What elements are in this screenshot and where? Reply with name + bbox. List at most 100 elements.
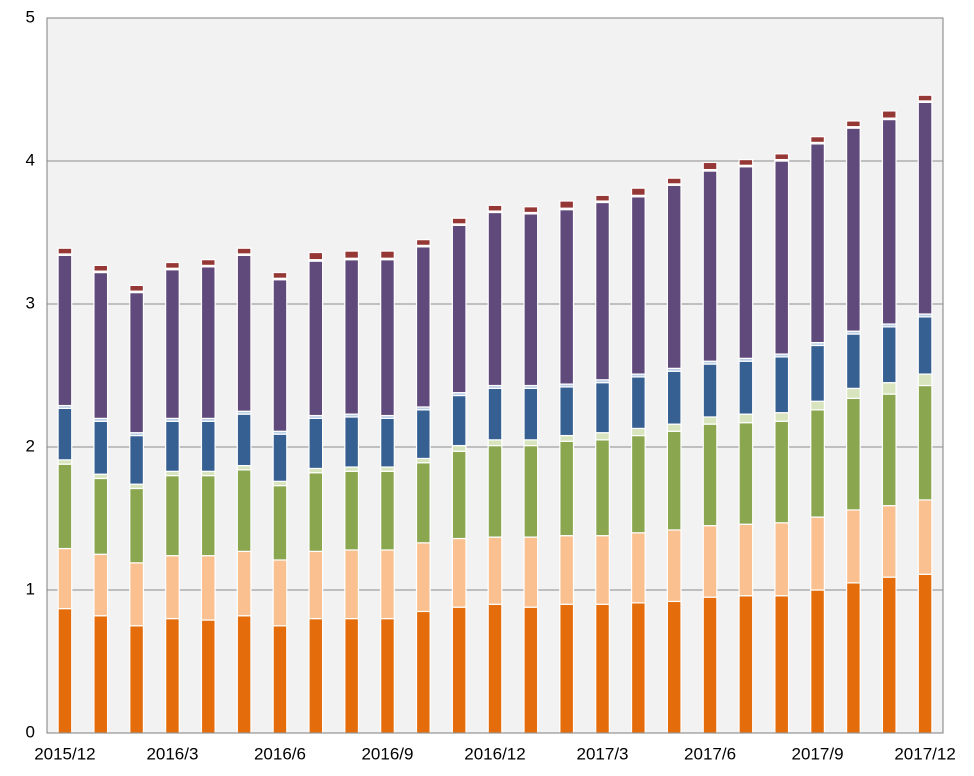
bar-segment — [630, 532, 646, 604]
bar-segment — [93, 553, 109, 617]
bar-segment — [57, 547, 73, 610]
bar-segment — [774, 420, 790, 524]
bar-segment — [810, 516, 825, 591]
bar-segment — [236, 254, 252, 412]
bar-segment — [200, 470, 216, 477]
bar-segment — [881, 576, 897, 734]
bar-segment — [236, 464, 252, 471]
bar-segment — [380, 417, 395, 468]
bar-segment — [380, 250, 395, 259]
bar-segment — [451, 606, 467, 734]
bar-segment — [666, 430, 682, 531]
bar-segment — [917, 384, 933, 501]
bar-segment — [380, 470, 395, 551]
bar-segment — [93, 271, 109, 420]
bar-segment — [845, 127, 861, 332]
bar-segment — [451, 394, 467, 447]
x-tick-label: 2015/12 — [34, 744, 95, 763]
y-tick-label: 2 — [26, 436, 35, 455]
bar-segment — [595, 382, 610, 434]
bar-segment — [344, 470, 360, 551]
bar-segment — [917, 573, 933, 734]
x-tick-label: 2017/9 — [792, 744, 844, 763]
bar-segment — [236, 615, 252, 734]
bar-segment — [810, 136, 825, 144]
bar-segment — [523, 606, 539, 734]
bar-segment — [738, 595, 754, 734]
bar-segment — [129, 434, 145, 485]
bar-segment — [845, 509, 861, 584]
bar-segment — [845, 120, 861, 128]
bar-segment — [165, 475, 180, 557]
bar-segment — [236, 413, 252, 467]
bar-segment — [200, 420, 216, 472]
bar-segment — [917, 499, 933, 575]
bar-segment — [738, 166, 754, 359]
bar-segment — [272, 485, 288, 561]
bar-segment — [845, 397, 861, 511]
bar-segment — [702, 363, 718, 418]
bar-segment — [57, 407, 73, 461]
y-tick-label: 0 — [26, 722, 35, 741]
bar-segment — [308, 417, 324, 470]
bar-segment — [487, 387, 503, 441]
bar-segment — [702, 416, 718, 425]
bar-segment — [666, 423, 682, 432]
bar-segment — [165, 555, 180, 620]
bar-segment — [344, 466, 360, 472]
bar-segment — [415, 462, 431, 544]
bar-segment — [272, 433, 288, 482]
bar-segment — [810, 143, 825, 344]
bar-segment — [308, 251, 324, 261]
bar-segment — [595, 194, 610, 202]
bar-segment — [129, 284, 145, 292]
x-tick-label: 2016/9 — [361, 744, 413, 763]
bar-segment — [702, 525, 718, 598]
bar-segment — [523, 387, 539, 441]
bar-segment — [523, 536, 539, 608]
bar-segment — [487, 536, 503, 605]
bar-segment — [57, 463, 73, 550]
bar-segment — [630, 376, 646, 430]
bar-segment — [415, 542, 431, 613]
bar-segment — [917, 316, 933, 375]
bar-segment — [810, 344, 825, 402]
bar-segment — [630, 434, 646, 534]
bar-segment — [487, 444, 503, 538]
bar-segment — [666, 600, 682, 734]
bar-segment — [559, 440, 575, 537]
bar-segment — [845, 582, 861, 734]
bar-segment — [272, 480, 288, 487]
bar-segment — [666, 370, 682, 425]
bar-segment — [165, 470, 180, 477]
bar-segment — [738, 158, 754, 166]
bar-segment — [523, 213, 539, 387]
bar-segment — [415, 457, 431, 464]
bar-segment — [881, 118, 897, 325]
bar-segment — [559, 386, 575, 437]
bar-segment — [738, 422, 754, 525]
bar-segment — [308, 472, 324, 552]
bar-segment — [308, 260, 324, 417]
bar-segment — [559, 200, 575, 209]
bar-segment — [380, 549, 395, 620]
bar-segment — [272, 559, 288, 627]
bar-segment — [415, 246, 431, 408]
bar-segment — [129, 625, 145, 734]
bar-segment — [272, 279, 288, 432]
bar-segment — [559, 209, 575, 385]
bar-segment — [165, 269, 180, 419]
bar-segment — [487, 603, 503, 734]
bar-segment — [57, 459, 73, 465]
bar-segment — [200, 619, 216, 734]
bar-segment — [810, 400, 825, 411]
bar-segment — [93, 264, 109, 272]
bar-segment — [595, 603, 610, 734]
bar-segment — [666, 177, 682, 185]
bar-segment — [380, 466, 395, 472]
bar-segment — [881, 505, 897, 578]
bar-segment — [630, 427, 646, 437]
bar-segment — [200, 555, 216, 621]
bar-segment — [559, 535, 575, 605]
bar-segment — [738, 360, 754, 415]
